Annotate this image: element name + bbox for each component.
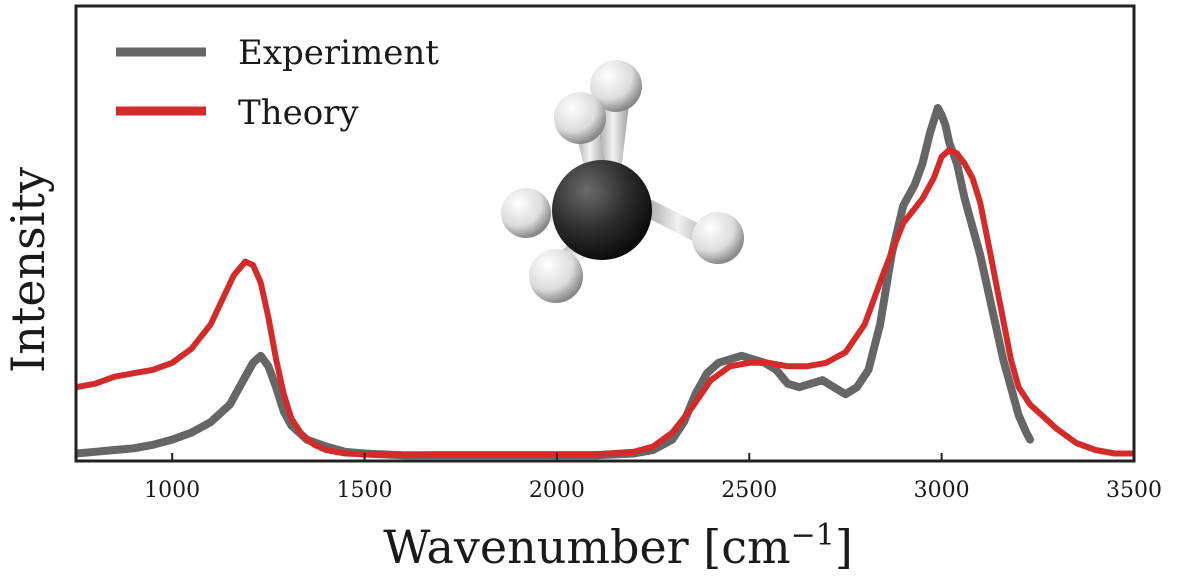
x-tick-label: 1500 [337, 478, 393, 503]
x-axis-title: Wavenumber [cm−1] [383, 518, 853, 574]
hydrogen-atom-5 [692, 212, 744, 264]
plot-series-group [76, 104, 1134, 460]
x-tick-label: 2500 [721, 478, 777, 503]
y-axis-title: Intensity [1, 167, 55, 373]
x-axis-title-close: ] [835, 520, 853, 574]
x-tick-label: 1000 [144, 478, 200, 503]
carbon-atom [552, 160, 652, 260]
x-tick-label: 2000 [529, 478, 585, 503]
hydrogen-atom-2 [554, 92, 606, 144]
series-line-experiment [76, 104, 1035, 460]
methane-molecule-inset [501, 60, 744, 303]
legend-label-experiment: Experiment [238, 33, 439, 73]
x-axis-title-exponent: −1 [791, 518, 835, 553]
x-axis-title-main: Wavenumber [cm [383, 520, 790, 574]
hydrogen-atom-3 [501, 188, 551, 238]
x-axis-ticks: 1000 1500 2000 2500 3000 3500 [144, 453, 1162, 503]
legend-label-theory: Theory [238, 93, 359, 133]
series-line-theory [76, 146, 1134, 458]
hydrogen-atom-4 [529, 249, 583, 303]
hydrogen-atom-1 [590, 60, 642, 112]
x-tick-label: 3500 [1106, 478, 1162, 503]
legend: Experiment Theory [116, 33, 439, 133]
x-tick-label: 3000 [914, 478, 970, 503]
plot-frame [74, 4, 1136, 463]
